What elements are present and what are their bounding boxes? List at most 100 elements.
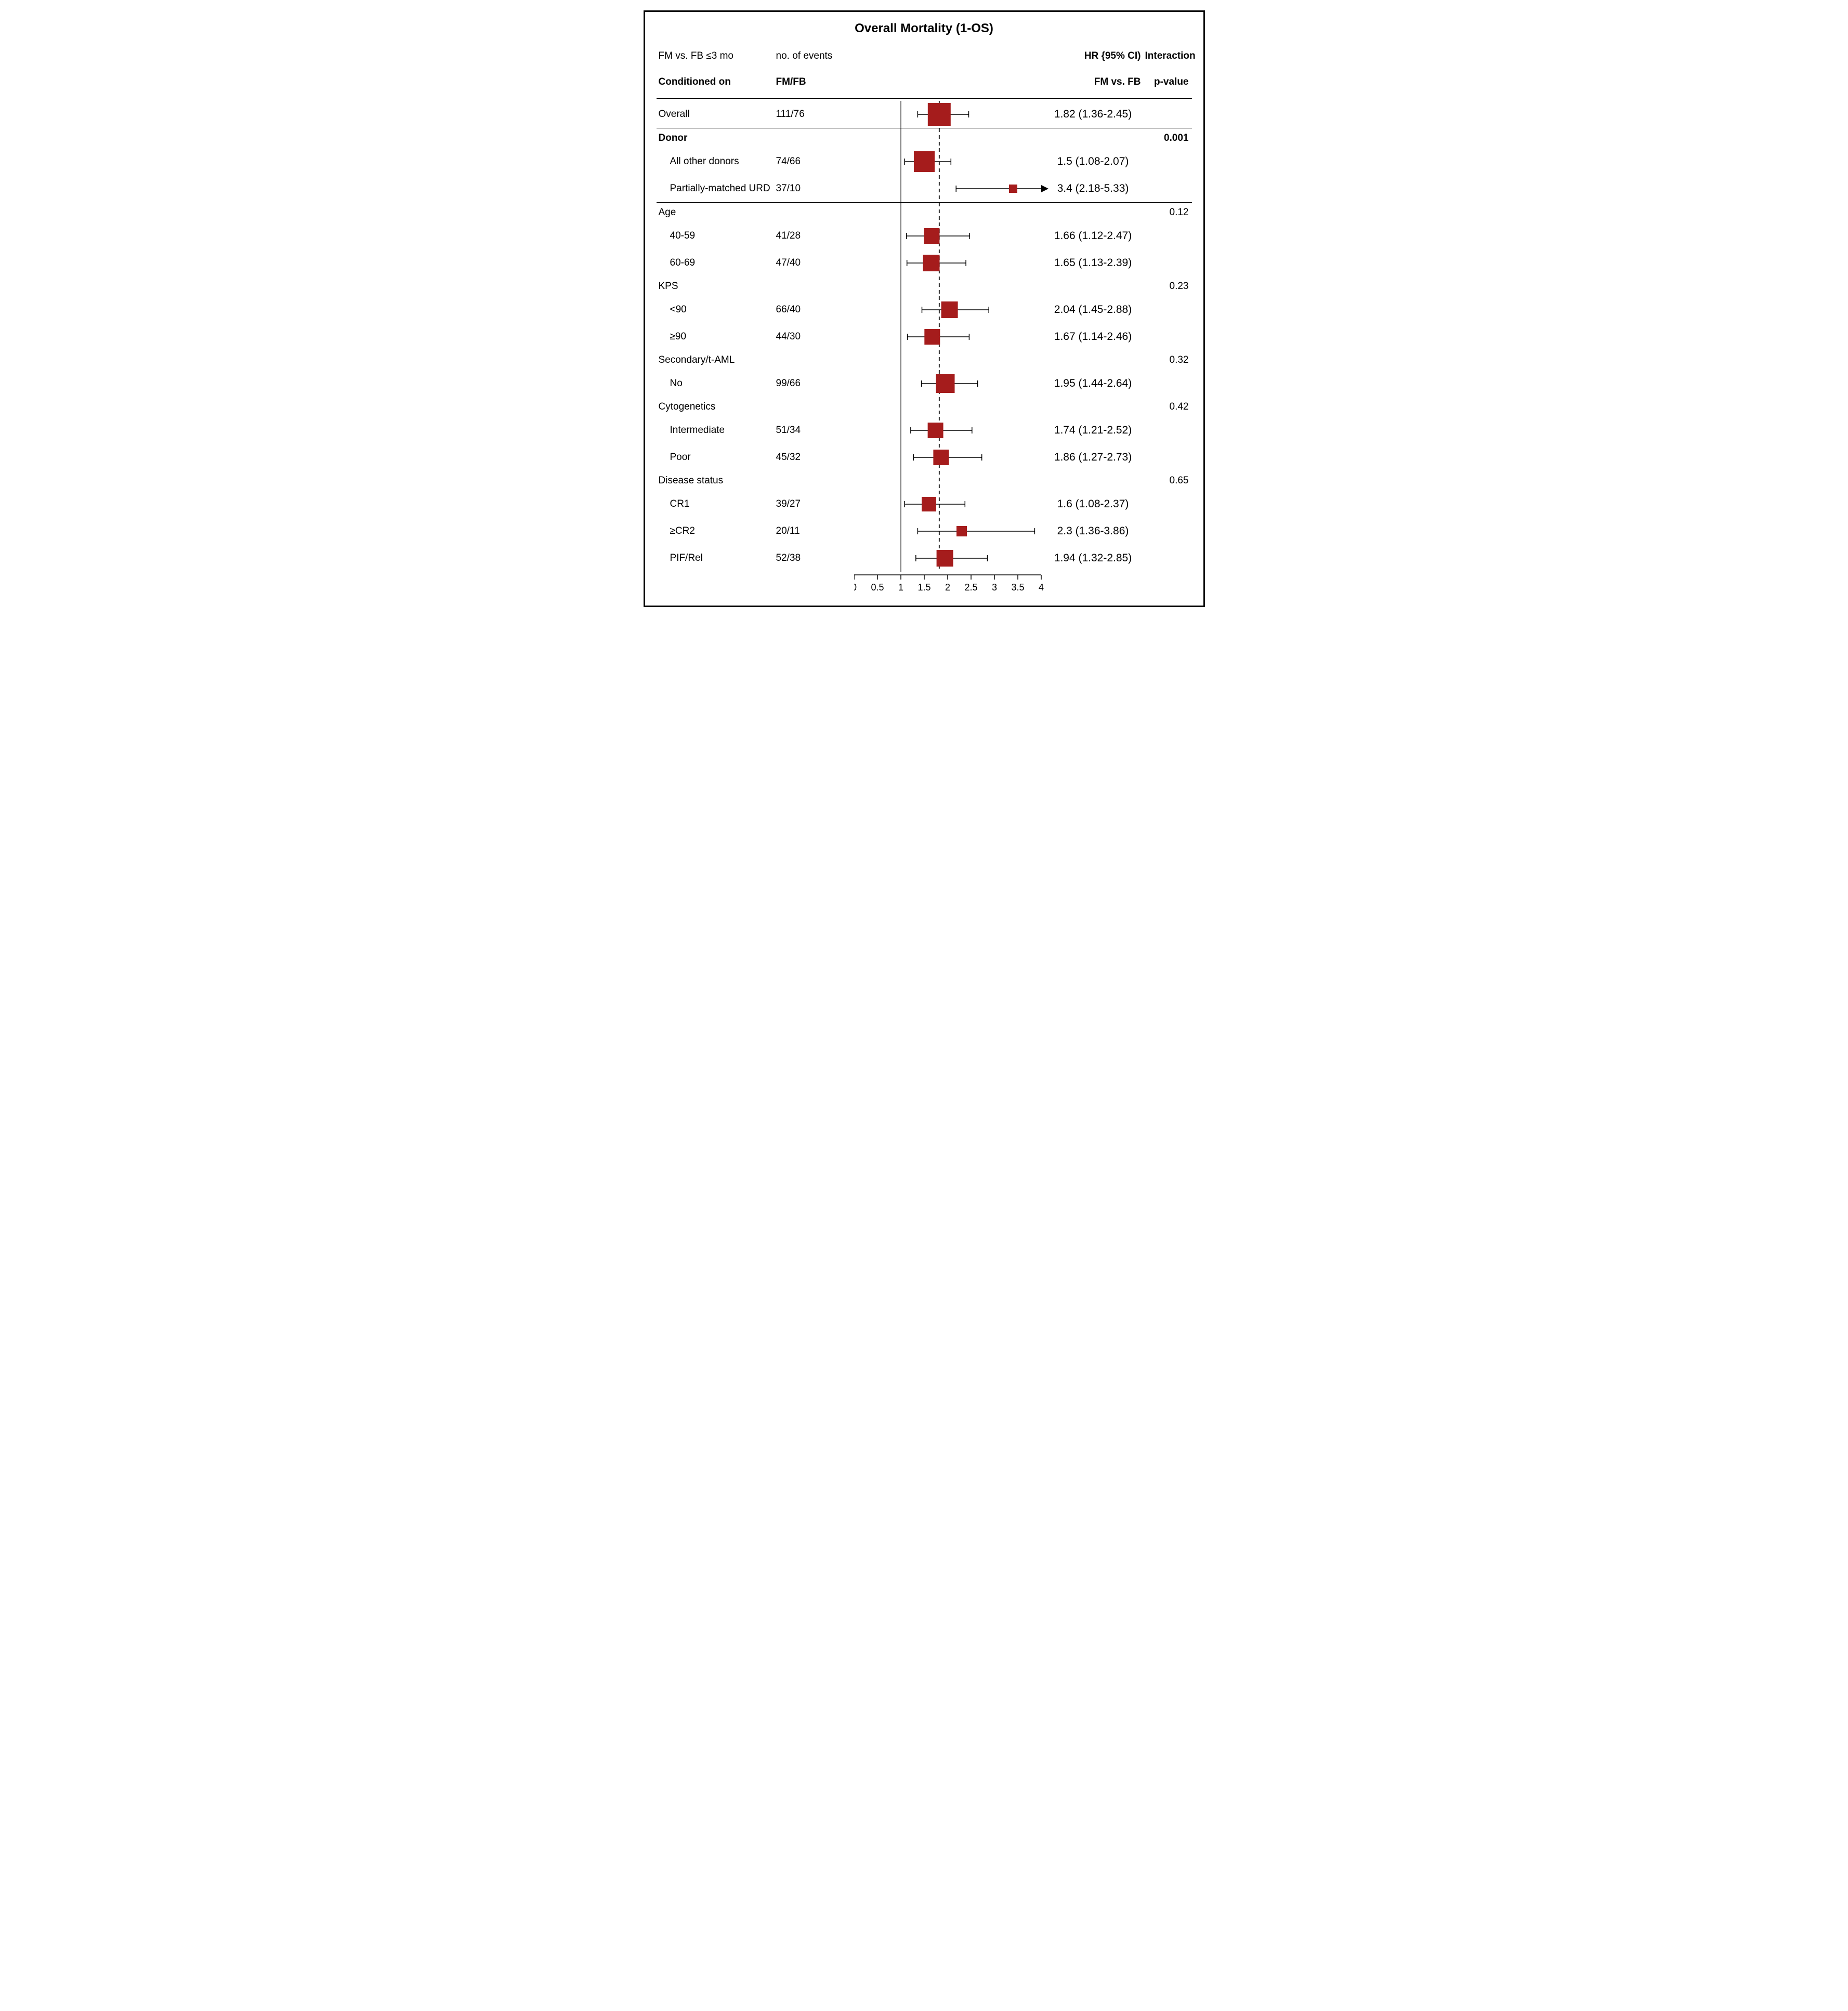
row-hr-text: 1.5 (1.08-2.07) — [1041, 155, 1145, 168]
row-label: Disease status — [657, 475, 776, 487]
forest-row: Poor45/32 1.86 (1.27-2.73) — [657, 444, 1192, 471]
row-hr-text: 1.86 (1.27-2.73) — [1041, 451, 1145, 464]
forest-row: Overall111/761.82 (1.36-2.45) — [657, 101, 1192, 128]
row-pvalue: 0.42 — [1145, 401, 1192, 413]
row-label: Age — [657, 207, 776, 218]
row-hr-text: 2.3 (1.36-3.86) — [1041, 525, 1145, 537]
row-label: Poor — [657, 452, 776, 463]
header-row-2: Conditioned on FM/FB FM vs. FB p-value — [657, 69, 1192, 99]
hdr-counts: FM/FB — [776, 76, 854, 88]
row-plot — [854, 175, 1041, 202]
row-plot — [854, 277, 1041, 296]
row-label: <90 — [657, 304, 776, 316]
svg-text:2.5: 2.5 — [964, 582, 977, 593]
row-pvalue: 0.32 — [1145, 354, 1192, 366]
header-row-1: FM vs. FB ≤3 mo no. of events HR {95% CI… — [657, 43, 1192, 69]
row-events: 45/32 — [776, 452, 854, 463]
subgroup-header: Cytogenetics 0.42 — [657, 397, 1192, 417]
row-hr-text: 3.4 (2.18-5.33) — [1041, 182, 1145, 195]
forest-row: 60-6947/401.65 (1.13-2.39) — [657, 249, 1192, 277]
row-label: Donor — [657, 133, 776, 144]
row-pvalue: 0.65 — [1145, 475, 1192, 487]
row-hr-text: 1.74 (1.21-2.52) — [1041, 424, 1145, 437]
svg-text:0.5: 0.5 — [871, 582, 884, 593]
row-label: All other donors — [657, 156, 776, 167]
row-events: 41/28 — [776, 230, 854, 242]
hdr-plot-spacer2 — [854, 69, 1041, 95]
row-label: No — [657, 378, 776, 389]
hdr-inter: Interaction — [1145, 50, 1192, 62]
rows-container: Overall111/761.82 (1.36-2.45)Donor0.001A… — [657, 101, 1192, 572]
row-label: PIF/Rel — [657, 553, 776, 564]
plot-title: Overall Mortality (1-OS) — [657, 21, 1192, 36]
forest-row: 40-5941/281.66 (1.12-2.47) — [657, 222, 1192, 249]
forest-row: PIF/Rel52/38 1.94 (1.32-2.85) — [657, 545, 1192, 572]
row-label: CR1 — [657, 498, 776, 510]
row-plot — [854, 491, 1041, 518]
forest-plot-frame: Overall Mortality (1-OS) FM vs. FB ≤3 mo… — [644, 10, 1205, 607]
forest-row: All other donors74/66 1.5 (1.08-2.07) — [657, 148, 1192, 175]
row-pvalue: 0.23 — [1145, 281, 1192, 292]
row-events: 74/66 — [776, 156, 854, 167]
subgroup-header: KPS 0.23 — [657, 277, 1192, 296]
row-plot — [854, 444, 1041, 471]
row-plot — [854, 397, 1041, 417]
row-plot — [854, 101, 1041, 128]
row-plot — [854, 222, 1041, 249]
subgroup-header: Secondary/t-AML 0.32 — [657, 350, 1192, 370]
row-hr-text: 1.67 (1.14-2.46) — [1041, 331, 1145, 343]
row-label: Intermediate — [657, 425, 776, 436]
row-plot — [854, 249, 1041, 277]
hdr-comparison: FM vs. FB ≤3 mo — [657, 50, 776, 62]
hdr-events: no. of events — [776, 50, 854, 62]
row-plot — [854, 148, 1041, 175]
forest-row: ≥CR220/11 2.3 (1.36-3.86) — [657, 518, 1192, 545]
subgroup-header: Age 0.12 — [657, 203, 1192, 222]
row-plot — [854, 128, 1041, 148]
row-hr-text: 1.94 (1.32-2.85) — [1041, 552, 1145, 564]
subgroup-header: Donor0.001 — [657, 128, 1192, 148]
row-hr-text: 1.82 (1.36-2.45) — [1041, 108, 1145, 121]
row-events: 111/76 — [776, 109, 854, 120]
row-plot — [854, 296, 1041, 323]
forest-row: <9066/40 2.04 (1.45-2.88) — [657, 296, 1192, 323]
forest-row: Intermediate51/34 1.74 (1.21-2.52) — [657, 417, 1192, 444]
row-label: Partially-matched URD — [657, 183, 776, 194]
row-label: ≥CR2 — [657, 525, 776, 537]
row-plot — [854, 471, 1041, 491]
row-plot — [854, 370, 1041, 397]
row-plot — [854, 323, 1041, 350]
row-hr-text: 1.66 (1.12-2.47) — [1041, 230, 1145, 242]
row-events: 37/10 — [776, 183, 854, 194]
row-hr-text: 1.65 (1.13-2.39) — [1041, 257, 1145, 269]
svg-text:1.5: 1.5 — [918, 582, 930, 593]
row-label: Cytogenetics — [657, 401, 776, 413]
x-axis: 00.511.522.533.54 — [854, 572, 1041, 600]
row-plot — [854, 545, 1041, 572]
row-label: Secondary/t-AML — [657, 354, 776, 366]
row-events: 51/34 — [776, 425, 854, 436]
svg-text:3.5: 3.5 — [1011, 582, 1024, 593]
hdr-hrvs: FM vs. FB — [1041, 76, 1145, 88]
row-hr-text: 2.04 (1.45-2.88) — [1041, 304, 1145, 316]
axis-row: 00.511.522.533.54 — [657, 572, 1192, 600]
row-label: KPS — [657, 281, 776, 292]
row-events: 52/38 — [776, 553, 854, 564]
svg-text:2: 2 — [945, 582, 950, 593]
row-events: 20/11 — [776, 525, 854, 537]
forest-row: Partially-matched URD37/10 3.4 (2.18-5.33… — [657, 175, 1192, 202]
forest-row: CR139/271.6 (1.08-2.37) — [657, 491, 1192, 518]
hdr-plot-spacer — [854, 43, 1041, 69]
forest-row: ≥9044/30 1.67 (1.14-2.46) — [657, 323, 1192, 350]
row-events: 47/40 — [776, 257, 854, 269]
row-events: 66/40 — [776, 304, 854, 316]
row-plot — [854, 350, 1041, 370]
row-events: 44/30 — [776, 331, 854, 343]
row-hr-text: 1.6 (1.08-2.37) — [1041, 498, 1145, 510]
forest-row: No99/661.95 (1.44-2.64) — [657, 370, 1192, 397]
row-label: ≥90 — [657, 331, 776, 343]
row-plot — [854, 417, 1041, 444]
row-pvalue: 0.12 — [1145, 207, 1192, 218]
row-plot — [854, 518, 1041, 545]
hdr-pval: p-value — [1145, 76, 1192, 88]
